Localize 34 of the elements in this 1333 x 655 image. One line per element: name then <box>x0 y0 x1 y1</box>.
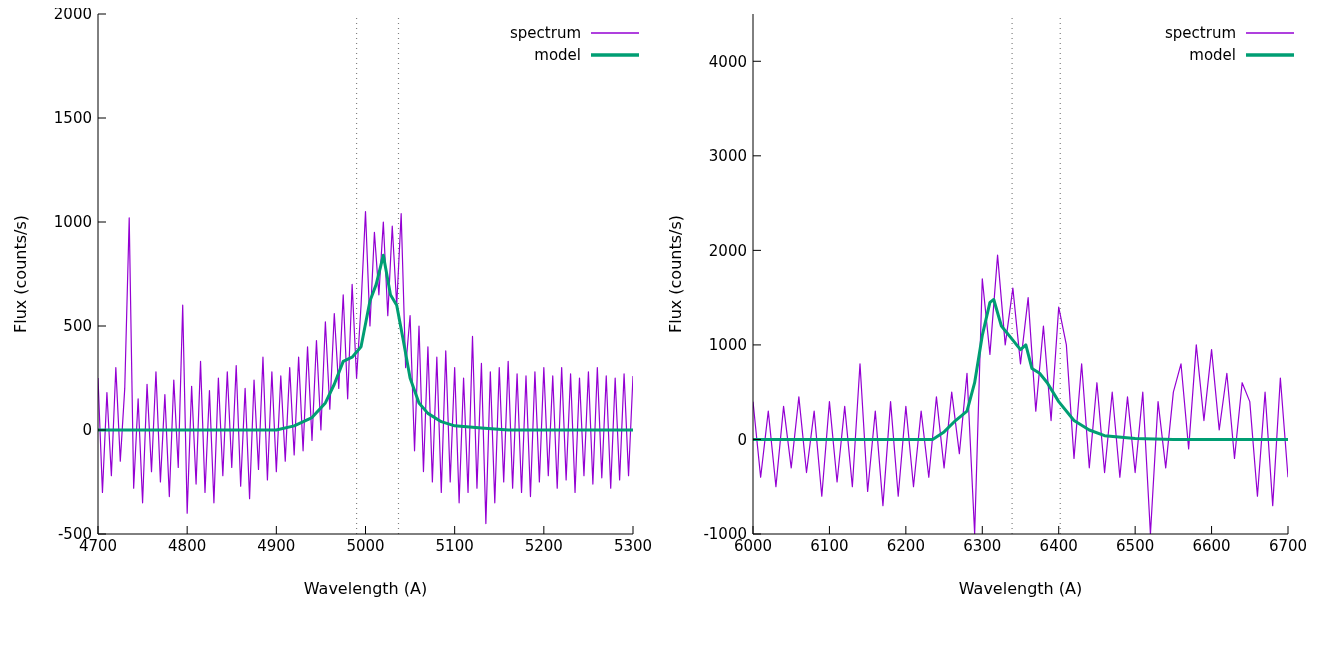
line-series <box>98 211 633 525</box>
y-axis-title: Flux (counts/s) <box>10 214 30 334</box>
line-series <box>98 253 633 432</box>
x-tick-label: 6300 <box>963 536 1002 555</box>
x-tick-label: 6700 <box>1268 536 1308 555</box>
legend-label: spectrum <box>510 24 581 42</box>
y-tick-label: 1500 <box>53 109 92 128</box>
x-axis-title: Wavelength (A) <box>303 579 428 598</box>
y-tick-label: 3000 <box>708 147 747 166</box>
legend-label: model <box>1189 46 1236 64</box>
x-tick-label: 5000 <box>346 536 385 555</box>
legend-label: model <box>534 46 581 64</box>
y-tick-label: 1000 <box>708 336 747 355</box>
x-tick-label: 4800 <box>168 536 207 555</box>
x-tick-label: 4900 <box>257 536 296 555</box>
x-tick-label: 6500 <box>1116 536 1155 555</box>
y-tick-label: 0 <box>82 421 92 440</box>
line-series <box>753 298 1288 441</box>
y-tick-label: 0 <box>737 430 747 449</box>
y-tick-label: 1000 <box>53 213 92 232</box>
x-tick-label: 6600 <box>1192 536 1231 555</box>
y-tick-label: 500 <box>63 317 92 336</box>
y-tick-label: 4000 <box>708 52 747 71</box>
x-tick-label: 6100 <box>810 536 849 555</box>
x-tick-label: 5300 <box>613 536 653 555</box>
y-axis-title: Flux (counts/s) <box>665 214 685 334</box>
legend-label: spectrum <box>1165 24 1236 42</box>
x-tick-label: 6200 <box>886 536 925 555</box>
x-tick-label: 5200 <box>524 536 563 555</box>
x-tick-label: 6400 <box>1039 536 1078 555</box>
x-axis-title: Wavelength (A) <box>958 579 1083 598</box>
y-tick-label: 2000 <box>53 5 92 24</box>
y-tick-label: 2000 <box>708 241 747 260</box>
x-tick-label: 5100 <box>435 536 474 555</box>
